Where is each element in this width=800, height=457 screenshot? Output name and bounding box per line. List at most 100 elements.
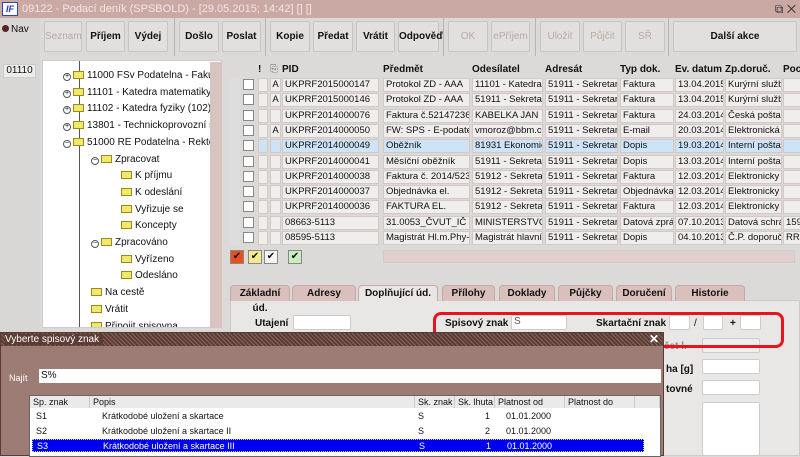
tree-item[interactable]: Vrátit [91, 304, 128, 315]
skartacni-znak-input-1[interactable] [669, 315, 690, 330]
row-checkbox[interactable] [243, 109, 254, 121]
toolbar-button-další-akce[interactable]: Další akce [673, 21, 797, 52]
tab-historie[interactable]: Historie [675, 285, 745, 301]
tab-základníúd[interactable]: Základní úd. [230, 285, 290, 314]
expand-toggle-icon[interactable]: + [63, 123, 71, 132]
toolbar-button-vrátit[interactable]: Vrátit [356, 21, 395, 52]
expand-toggle-icon[interactable]: + [63, 89, 71, 98]
column-header-excl[interactable]: ! [258, 64, 262, 75]
tree-item[interactable]: − Zpracováno [91, 237, 168, 248]
postage-input[interactable] [702, 380, 760, 395]
dialog-column-header[interactable]: Sk. znak [415, 396, 455, 408]
expand-toggle-icon[interactable]: − [91, 240, 99, 248]
grid-vertical-scrollbar[interactable] [230, 78, 240, 246]
row-checkbox[interactable] [243, 140, 254, 152]
tree-item[interactable]: K odeslání [121, 187, 182, 198]
tree-item[interactable]: Vyřízeno [121, 254, 174, 265]
row-checkbox[interactable] [243, 216, 254, 228]
table-row[interactable]: A UKPRF2015000146 Protokol ZD - AAA 51911 -… [228, 93, 800, 108]
tab-přílohy[interactable]: Přílohy [442, 285, 495, 301]
tree-item[interactable]: Vyřizuje se [121, 204, 184, 215]
dialog-row[interactable]: S1 Krátkodobé uložení a skartace S 1 01.01.2… [32, 410, 644, 423]
tab-půjčky[interactable]: Půjčky [558, 285, 613, 301]
note-textarea[interactable] [702, 402, 760, 456]
dialog-column-header[interactable]: Platnost od [495, 396, 565, 408]
toolbar-button-sř[interactable]: SŘ [625, 21, 665, 52]
restore-icon[interactable]: ⧉ [774, 2, 784, 16]
filter-checkbox[interactable]: ✔ [230, 250, 244, 264]
tab-adresy[interactable]: Adresy [292, 285, 356, 301]
dialog-column-header[interactable]: Sk. lhuta [455, 396, 495, 408]
search-input[interactable]: S% [39, 369, 661, 383]
tree-item[interactable]: − 51000 RE Podatelna - Rektorát [63, 137, 221, 148]
tree-item[interactable]: K příjmu [121, 170, 172, 181]
tree-item[interactable]: Koncepty [121, 220, 177, 231]
filter-checkbox[interactable]: ✔ [264, 250, 278, 264]
row-checkbox[interactable] [243, 232, 254, 243]
table-row[interactable]: UKPRF2014000036 FAKTURA EL. 51912 - Sekret… [228, 200, 800, 215]
expand-toggle-icon[interactable]: − [63, 139, 71, 148]
toolbar-button-příjem[interactable]: Příjem [86, 21, 125, 52]
tree-item[interactable]: Odesláno [121, 270, 178, 281]
close-icon[interactable]: ✕ [786, 2, 796, 16]
toolbar-button-předat[interactable]: Předat [313, 21, 353, 52]
toolbar-button-poslat[interactable]: Poslat [222, 21, 261, 52]
expand-toggle-icon[interactable]: − [91, 156, 99, 165]
tree-item[interactable]: Na cestě [91, 287, 144, 298]
row-checkbox[interactable] [243, 124, 254, 136]
toolbar-button-odpověď[interactable]: Odpověď [398, 21, 443, 52]
tree-item[interactable]: +11102 - Katedra fyziky (102) [63, 103, 211, 115]
tree-item[interactable]: − Zpracovat [91, 154, 159, 165]
table-row[interactable]: A UKPRF2015000147 Protokol ZD - AAA 11101 -… [228, 78, 800, 93]
tree-item[interactable]: Připojit spisovna [91, 321, 178, 327]
dialog-close-icon[interactable]: ✕ [648, 332, 659, 346]
toolbar-button-ok[interactable]: OK [448, 21, 488, 52]
column-header-typ[interactable]: Typ dok. [620, 64, 661, 75]
row-checkbox[interactable] [243, 201, 254, 213]
tab-doplňujícíúd[interactable]: Doplňující úd. [358, 285, 438, 301]
tab-doklady[interactable]: Doklady [499, 285, 555, 301]
expand-toggle-icon[interactable]: + [63, 106, 71, 115]
dialog-column-header[interactable]: Popis [90, 396, 415, 408]
skartacni-znak-input-3[interactable] [740, 315, 761, 330]
dialog-column-header[interactable]: Platnost do [565, 396, 635, 408]
table-row[interactable]: 08663-5113 31.0053_ČVUT_IČ 684MINISTERSTV… [228, 215, 800, 231]
column-header-poc[interactable]: Poc [783, 64, 800, 75]
table-row[interactable]: 08595-5113 Magistrát Hl.m.Phy-.MaMagistrá… [228, 231, 800, 246]
table-row[interactable]: UKPRF2014000041 Měsíční oběžník 51911 - Se… [228, 154, 800, 170]
tree-item[interactable]: +11000 FSv Podatelna - Fakulta s [63, 70, 221, 81]
table-row[interactable]: UKPRF2014000076 Faktura č.52147236 KABELKA… [228, 108, 800, 124]
filter-checkbox[interactable]: ✔ [248, 250, 262, 264]
dialog-column-header[interactable]: Sp. znak [30, 396, 90, 408]
toolbar-button-výdej[interactable]: Výdej [128, 21, 168, 52]
column-header-adresat[interactable]: Adresát [545, 64, 583, 75]
table-row[interactable]: UKPRF2014000037 Objednávka el. 51912 - Sek… [228, 185, 800, 200]
column-header-doruc[interactable]: Zp.doruč. [725, 64, 771, 75]
toolbar-button-uložit[interactable]: Uložit [540, 21, 580, 52]
row-checkbox[interactable] [243, 79, 254, 90]
column-header-datum[interactable]: Ev. datum [675, 64, 723, 75]
filter-checkbox[interactable]: ✔ [288, 250, 302, 264]
tree-item[interactable]: +13801 - Technickoprovozní služ [63, 120, 221, 132]
column-header-predmet[interactable]: Předmět [383, 64, 424, 75]
row-checkbox[interactable] [243, 170, 254, 182]
expand-toggle-icon[interactable]: + [63, 73, 71, 81]
grid-horizontal-scrollbar[interactable] [383, 250, 795, 263]
row-checkbox[interactable] [243, 186, 254, 198]
weight-input[interactable] [702, 359, 760, 374]
tab-doručení[interactable]: Doručení [616, 285, 672, 301]
utajeni-input[interactable] [293, 315, 351, 330]
spisovy-znak-input[interactable]: S [511, 315, 567, 330]
dialog-column-header[interactable] [635, 396, 660, 408]
tree-item[interactable]: +11101 - Katedra matematiky (10 [63, 87, 221, 98]
column-header-pid[interactable]: PID [282, 64, 299, 75]
dialog-title-bar[interactable]: Vyberte spisový znak [1, 333, 663, 346]
toolbar-button-půjčit[interactable]: Půjčit [583, 21, 622, 52]
row-checkbox[interactable] [243, 94, 254, 106]
column-header-odesilatel[interactable]: Odesílatel [472, 64, 520, 75]
dialog-row[interactable]: S2 Krátkodobé uložení a skartace II S 2 01.0… [32, 425, 644, 438]
row-checkbox[interactable] [243, 155, 254, 167]
